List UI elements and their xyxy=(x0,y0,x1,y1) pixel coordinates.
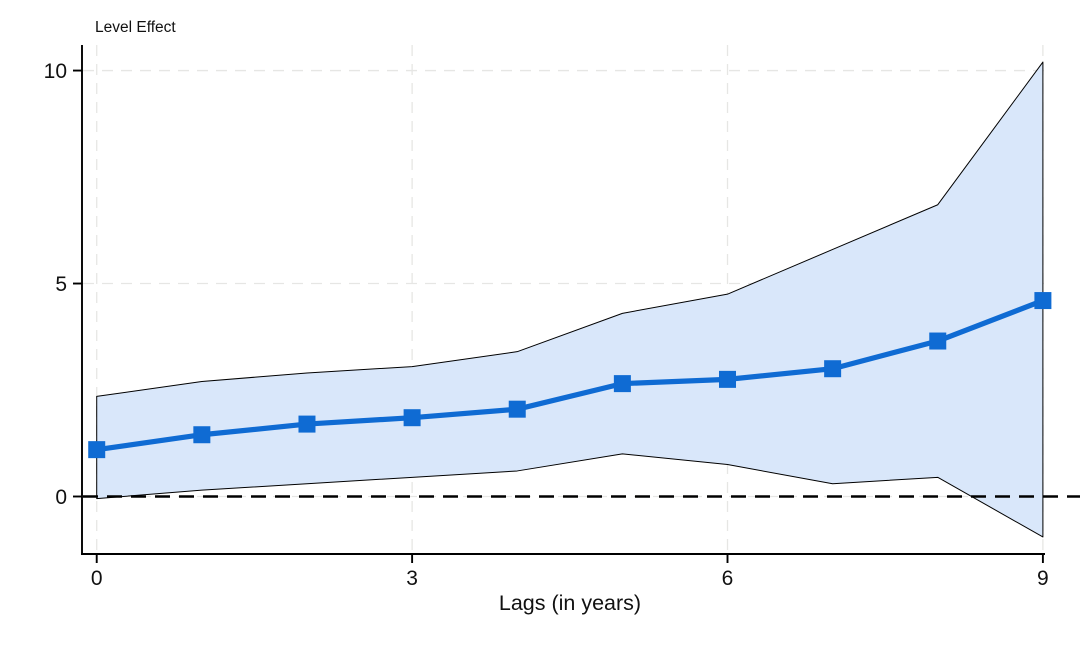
data-point-marker xyxy=(613,375,631,393)
x-tick-label: 6 xyxy=(722,567,734,590)
data-point-markers xyxy=(88,292,1052,459)
data-point-marker xyxy=(403,409,421,427)
data-point-marker xyxy=(508,400,526,418)
y-tick-label: 0 xyxy=(55,486,67,509)
chart-title: Level Effect xyxy=(95,19,176,36)
data-point-marker xyxy=(824,360,842,378)
level-effect-line xyxy=(94,297,1046,453)
data-point-marker xyxy=(193,426,211,444)
data-point-marker xyxy=(298,415,316,433)
data-point-marker xyxy=(929,332,947,350)
axes xyxy=(73,45,1045,563)
x-tick-label: 0 xyxy=(91,567,103,590)
confidence-band xyxy=(96,61,1044,538)
x-tick-label: 3 xyxy=(406,567,418,590)
series-line xyxy=(94,297,1046,453)
data-point-marker xyxy=(719,370,737,388)
data-point-marker xyxy=(88,441,106,459)
y-tick-label: 5 xyxy=(55,273,67,296)
x-tick-label: 9 xyxy=(1037,567,1049,590)
x-axis-label: Lags (in years) xyxy=(499,591,641,615)
tick-labels: 0 5 10 0 3 6 9 xyxy=(44,60,1049,590)
data-point-marker xyxy=(1034,292,1052,310)
confidence-band-area xyxy=(96,61,1044,538)
y-tick-label: 10 xyxy=(44,60,67,83)
